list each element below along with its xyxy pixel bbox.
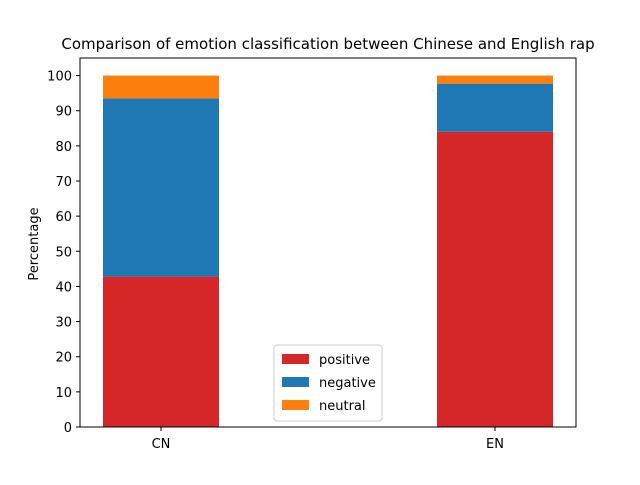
x-tick-label: EN — [486, 437, 504, 452]
legend-label-positive: positive — [319, 353, 370, 368]
y-tick-label: 60 — [55, 210, 72, 225]
legend-swatch-positive — [282, 354, 309, 364]
bar-negative-EN — [437, 83, 553, 132]
axes-frame — [79, 57, 577, 428]
bar-neutral-CN — [103, 75, 219, 99]
y-tick-label: 80 — [55, 140, 72, 155]
y-tick-label: 10 — [55, 386, 72, 401]
bar-positive-CN — [103, 276, 219, 427]
legend: positive negative neutral — [273, 344, 383, 422]
x-tick-label: CN — [152, 437, 171, 452]
y-tick-label: 50 — [55, 245, 72, 260]
chart-title: Comparison of emotion classification bet… — [61, 35, 594, 53]
legend-label-negative: negative — [319, 376, 376, 391]
y-tick-label: 30 — [55, 316, 72, 331]
y-tick-label: 90 — [55, 105, 72, 120]
y-tick-label: 40 — [55, 280, 72, 295]
plot-area: 0 10 20 30 40 50 60 70 80 90 100 CN EN — [47, 57, 577, 452]
legend-swatch-neutral — [282, 400, 309, 410]
bar-negative-CN — [103, 98, 219, 277]
y-tick-label: 100 — [47, 70, 72, 85]
y-tick-label: 20 — [55, 351, 72, 366]
legend-label-neutral: neutral — [319, 399, 366, 414]
bar-neutral-EN — [437, 75, 553, 84]
y-axis-label: Percentage — [27, 207, 42, 280]
y-tick-label: 70 — [55, 175, 72, 190]
legend-swatch-negative — [282, 377, 309, 387]
y-tick-label: 0 — [64, 421, 72, 436]
bar-positive-EN — [437, 131, 553, 428]
